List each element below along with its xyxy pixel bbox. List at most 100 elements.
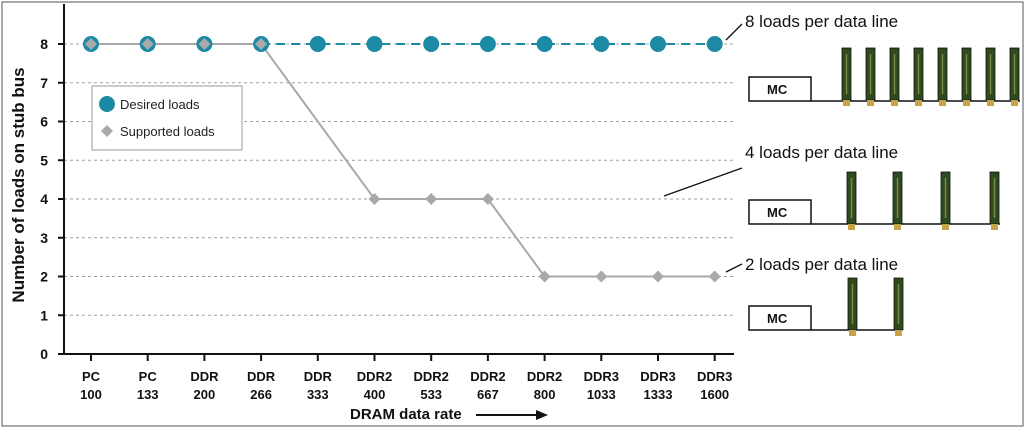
memory-module bbox=[913, 47, 924, 106]
supported-point bbox=[652, 270, 664, 283]
desired-point bbox=[479, 36, 496, 52]
desired-point bbox=[536, 36, 553, 52]
y-tick-label: 5 bbox=[40, 152, 48, 168]
module-pins bbox=[915, 100, 922, 106]
x-tick-label-line1: DDR2 bbox=[357, 369, 392, 384]
x-tick-label-line2: 400 bbox=[364, 387, 386, 402]
memory-module bbox=[841, 47, 852, 106]
annotation-2-loads: 2 loads per data line bbox=[745, 255, 898, 274]
x-tick-label-line2: 1600 bbox=[700, 387, 729, 402]
memory-controller-box bbox=[748, 76, 812, 102]
y-tick-label: 8 bbox=[40, 36, 48, 52]
y-tick-label: 4 bbox=[40, 191, 48, 207]
x-tick-label-line1: PC bbox=[139, 369, 158, 384]
x-tick-label-line2: 1033 bbox=[587, 387, 616, 402]
annotation-8-loads: 8 loads per data line bbox=[745, 12, 898, 31]
x-tick-label-line1: DDR3 bbox=[640, 369, 675, 384]
module-pins bbox=[987, 100, 994, 106]
module-pins bbox=[849, 330, 856, 336]
memory-controller-label: MC bbox=[767, 82, 788, 97]
memory-module bbox=[893, 277, 904, 336]
desired-point bbox=[309, 36, 326, 52]
module-pins bbox=[867, 100, 874, 106]
y-tick-label: 1 bbox=[40, 307, 48, 323]
module-pins bbox=[991, 224, 998, 230]
x-tick-label-line1: DDR2 bbox=[413, 369, 448, 384]
desired-point bbox=[706, 36, 723, 52]
x-tick-label-line1: DDR3 bbox=[584, 369, 619, 384]
memory-module bbox=[847, 277, 858, 336]
memory-module bbox=[892, 171, 903, 230]
memory-controller-box bbox=[748, 199, 812, 225]
desired-point bbox=[366, 36, 383, 52]
y-tick-label: 2 bbox=[40, 269, 48, 285]
legend-supported-marker bbox=[101, 125, 113, 137]
supported-point bbox=[141, 38, 154, 50]
x-tick-label-line2: 133 bbox=[137, 387, 159, 402]
desired-point bbox=[650, 36, 666, 52]
annotations: 8 loads per data line 4 loads per data l… bbox=[663, 12, 898, 274]
supported-point bbox=[85, 38, 97, 50]
supported-point bbox=[198, 38, 211, 50]
supported-point bbox=[255, 38, 268, 50]
module-pins bbox=[895, 330, 902, 336]
module-pins bbox=[942, 224, 949, 230]
module-pins bbox=[894, 224, 901, 230]
memory-module bbox=[989, 171, 1000, 230]
series-supported-points bbox=[85, 38, 721, 283]
supported-point bbox=[595, 270, 608, 283]
legend-box bbox=[91, 85, 243, 151]
legend-desired-marker bbox=[99, 96, 115, 112]
topology-4-loads: MC bbox=[748, 199, 1000, 225]
x-tick-label-line1: PC bbox=[82, 369, 101, 384]
memory-module bbox=[865, 47, 876, 106]
legend-supported-label: Supported loads bbox=[120, 124, 215, 139]
supported-point bbox=[368, 193, 381, 205]
x-tick-label-line2: 667 bbox=[477, 387, 499, 402]
x-tick-labels: PC 100 PC 133 DDR 200 DDR 266 DDR 333 DDR2 400 DDR2 5… bbox=[80, 354, 732, 402]
module-pins bbox=[843, 100, 850, 106]
y-tick-label: 7 bbox=[40, 75, 48, 91]
x-axis-label-group: DRAM data rate bbox=[350, 406, 548, 423]
x-tick-label-line2: 800 bbox=[534, 387, 556, 402]
y-tick-label: 6 bbox=[40, 114, 48, 130]
x-tick-label-line2: 266 bbox=[250, 387, 272, 402]
memory-topology-diagrams: MC MC MC bbox=[748, 47, 1020, 336]
x-tick-label-line1: DDR bbox=[247, 369, 276, 384]
annotation-2-leader bbox=[725, 263, 743, 273]
memory-module bbox=[961, 47, 972, 106]
x-tick-label-line2: 333 bbox=[307, 387, 329, 402]
desired-point bbox=[423, 36, 440, 52]
x-tick-label-line1: DDR2 bbox=[470, 369, 505, 384]
module-pins bbox=[891, 100, 898, 106]
legend-desired-label: Desired loads bbox=[120, 97, 200, 112]
annotation-4-loads: 4 loads per data line bbox=[745, 143, 898, 162]
x-tick-label-line1: DDR bbox=[304, 369, 333, 384]
x-tick-label-line2: 533 bbox=[420, 387, 442, 402]
y-tick-labels: 0 1 2 3 4 5 6 7 8 bbox=[40, 36, 64, 362]
memory-module bbox=[937, 47, 948, 106]
x-tick-label-line2: 200 bbox=[194, 387, 216, 402]
memory-module bbox=[1009, 47, 1020, 106]
annotation-4-leader bbox=[663, 167, 743, 197]
memory-module bbox=[889, 47, 900, 106]
memory-module bbox=[940, 171, 951, 230]
memory-module bbox=[985, 47, 996, 106]
memory-module bbox=[846, 171, 857, 230]
supported-point bbox=[481, 193, 494, 205]
x-axis-arrow-head bbox=[536, 410, 548, 420]
x-tick-label-line2: 1333 bbox=[644, 387, 673, 402]
legend: Desired loads Supported loads bbox=[91, 85, 243, 151]
memory-controller-label: MC bbox=[767, 205, 788, 220]
module-pins bbox=[1011, 100, 1018, 106]
x-axis-label: DRAM data rate bbox=[350, 406, 462, 423]
memory-controller-box bbox=[748, 305, 812, 331]
module-pins bbox=[848, 224, 855, 230]
desired-point bbox=[593, 36, 610, 52]
supported-point bbox=[708, 270, 721, 283]
annotation-8-leader bbox=[725, 23, 743, 41]
x-tick-label-line1: DDR2 bbox=[527, 369, 562, 384]
y-axis-label: Number of loads on stub bus bbox=[9, 67, 28, 302]
x-tick-label-line1: DDR3 bbox=[697, 369, 732, 384]
